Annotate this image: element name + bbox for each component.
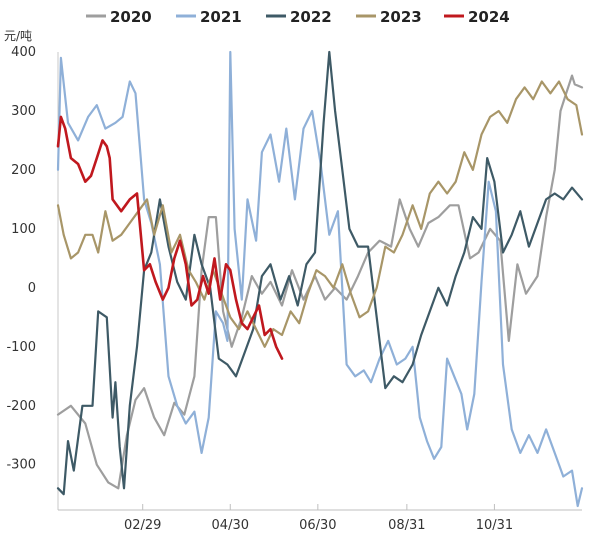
legend-label-2021: 2021 (200, 8, 242, 26)
y-tick-label: -100 (6, 340, 36, 355)
y-axis-ticks: 400 300 200 100 0 -100 -200 -300 (6, 45, 36, 473)
y-tick-label: 200 (11, 163, 36, 178)
y-tick-label: -300 (6, 458, 36, 473)
legend: 2020 2021 2022 2023 2024 (86, 8, 510, 26)
x-tick-label: 10/31 (476, 518, 513, 533)
y-tick-label: 100 (11, 222, 36, 237)
x-tick-label: 06/30 (299, 518, 336, 533)
series-line-2021 (56, 50, 584, 508)
y-tick-label: 300 (11, 104, 36, 119)
legend-label-2022: 2022 (290, 8, 332, 26)
y-tick-label: 0 (28, 281, 36, 296)
legend-label-2023: 2023 (380, 8, 422, 26)
series-lines (56, 50, 584, 508)
series-line-2024 (56, 115, 284, 360)
x-axis-ticks: 02/29 04/30 06/30 08/31 10/31 (124, 504, 513, 533)
series-line-2022 (56, 50, 584, 496)
x-tick-label: 02/29 (124, 518, 161, 533)
x-tick-label: 04/30 (212, 518, 249, 533)
y-tick-label: -200 (6, 399, 36, 414)
y-axis-unit-label: 元/吨 (4, 29, 32, 43)
legend-label-2024: 2024 (468, 8, 510, 26)
series-line-2023 (56, 80, 584, 348)
legend-label-2020: 2020 (110, 8, 152, 26)
series-line-2020 (56, 74, 584, 490)
x-tick-label: 08/31 (388, 518, 425, 533)
y-tick-label: 400 (11, 45, 36, 60)
